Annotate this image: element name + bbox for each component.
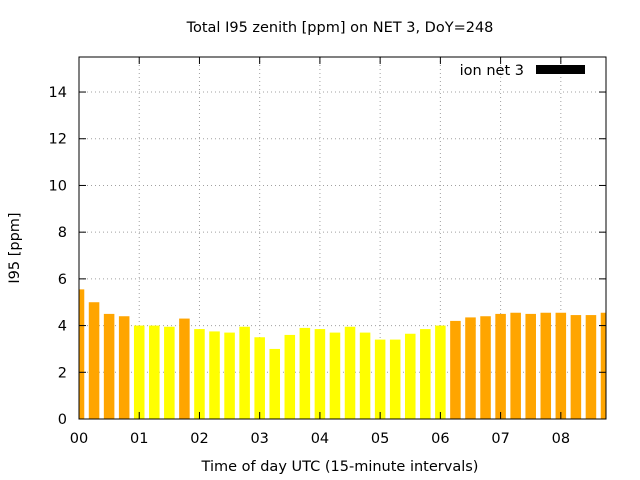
bar bbox=[118, 316, 130, 419]
bar bbox=[570, 315, 582, 419]
bar bbox=[284, 334, 296, 419]
legend-swatch bbox=[536, 65, 585, 74]
bar bbox=[555, 312, 567, 419]
y-tick-label: 12 bbox=[49, 132, 67, 148]
x-tick-label: 04 bbox=[311, 431, 329, 447]
bar bbox=[103, 313, 115, 419]
bar bbox=[420, 329, 431, 419]
y-tick-label: 4 bbox=[58, 319, 67, 335]
y-tick-label: 6 bbox=[58, 272, 67, 288]
y-tick-label: 2 bbox=[58, 365, 67, 381]
bar bbox=[149, 325, 160, 419]
bar bbox=[179, 318, 190, 419]
bar bbox=[374, 339, 386, 419]
bar bbox=[389, 339, 401, 419]
x-tick-label: 01 bbox=[130, 431, 148, 447]
legend: ion net 3 bbox=[460, 63, 585, 79]
bar bbox=[344, 326, 356, 419]
bar bbox=[600, 312, 606, 419]
bar bbox=[495, 313, 506, 419]
plot-frame bbox=[78, 56, 607, 420]
bar bbox=[254, 337, 265, 419]
bar bbox=[299, 327, 311, 419]
x-tick-label: 02 bbox=[190, 431, 208, 447]
x-tick-label: 08 bbox=[552, 431, 570, 447]
x-tick-label: 03 bbox=[250, 431, 268, 447]
bar bbox=[465, 317, 476, 419]
y-tick-label: 14 bbox=[49, 85, 67, 101]
x-tick-label: 05 bbox=[371, 431, 389, 447]
bar bbox=[194, 329, 205, 419]
bar bbox=[540, 312, 552, 419]
legend-label: ion net 3 bbox=[460, 63, 524, 79]
bar bbox=[164, 326, 175, 419]
bar bbox=[480, 316, 491, 419]
bar bbox=[209, 331, 220, 419]
bar bbox=[435, 325, 446, 419]
x-tick-label: 07 bbox=[491, 431, 509, 447]
y-tick-label: 8 bbox=[58, 225, 67, 241]
bar bbox=[314, 329, 326, 419]
bar bbox=[133, 325, 145, 419]
x-tick-label: 00 bbox=[70, 431, 88, 447]
bar bbox=[450, 320, 461, 419]
bar bbox=[239, 326, 250, 419]
bar bbox=[79, 289, 85, 419]
grid-lines bbox=[79, 57, 606, 419]
bar bbox=[525, 313, 536, 419]
bar bbox=[510, 312, 521, 419]
bars bbox=[79, 289, 606, 419]
bar bbox=[585, 315, 597, 419]
bar bbox=[359, 332, 371, 419]
x-tick-label: 06 bbox=[431, 431, 449, 447]
bar bbox=[224, 332, 235, 419]
y-tick-label: 0 bbox=[58, 412, 67, 428]
x-axis-label: Time of day UTC (15-minute intervals) bbox=[201, 459, 479, 475]
bar bbox=[88, 302, 100, 419]
bar bbox=[269, 348, 281, 419]
chart-title: Total I95 zenith [ppm] on NET 3, DoY=248 bbox=[186, 20, 494, 36]
bar bbox=[329, 332, 341, 419]
bar bbox=[404, 333, 416, 419]
y-axis-label: I95 [ppm] bbox=[7, 212, 23, 283]
y-tick-label: 10 bbox=[49, 178, 67, 194]
